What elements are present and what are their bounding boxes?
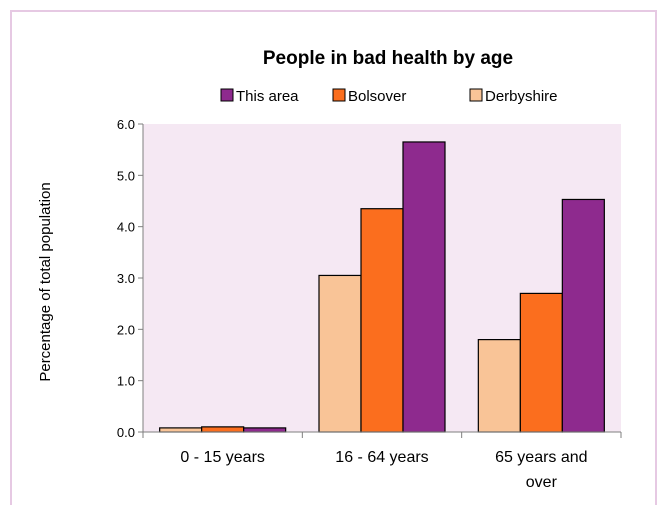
legend-swatch-this-area (220, 88, 234, 102)
bar-derbyshire-0 (159, 427, 203, 433)
y-tick-label: 2.0 (117, 322, 135, 337)
y-tick-label: 5.0 (117, 168, 135, 183)
legend-label-this-area: This area (236, 88, 299, 105)
chart-title: People in bad health by age (263, 48, 513, 69)
category-labels-group: 0 - 15 years 16 - 64 years 65 years and ove… (180, 449, 587, 491)
y-tick-label: 3.0 (117, 271, 135, 286)
y-tick-label: 4.0 (117, 220, 135, 235)
x-category-label: 65 years and over (495, 449, 588, 491)
bar-derbyshire-1 (318, 274, 362, 433)
bar-bolsover-2 (519, 292, 563, 433)
legend-label-bolsover: Bolsover (348, 88, 406, 105)
x-category-label: 0 - 15 years (180, 449, 264, 466)
legend-label-derbyshire: Derbyshire (485, 88, 558, 105)
legend-swatch-derbyshire (469, 88, 483, 102)
y-axis-title: Percentage of total population (37, 182, 54, 381)
bar-bolsover-1 (360, 208, 404, 433)
y-tick-label: 0.0 (117, 425, 135, 440)
y-tick-label: 6.0 (117, 117, 135, 132)
bar-derbyshire-2 (477, 339, 521, 433)
legend-swatch-bolsover (332, 88, 346, 102)
bar-this-area-1 (402, 141, 446, 433)
y-tick-label: 1.0 (117, 374, 135, 389)
legend: This area Bolsover Derbyshire (220, 88, 558, 105)
bar-this-area-2 (561, 198, 605, 433)
bar-this-area-0 (243, 427, 287, 433)
bars-group (159, 141, 605, 433)
x-category-label: 16 - 64 years (335, 449, 428, 466)
bar-bolsover-0 (201, 426, 245, 433)
y-ticks-group: 0.0 1.0 2.0 3.0 4.0 5.0 6.0 (117, 117, 143, 440)
